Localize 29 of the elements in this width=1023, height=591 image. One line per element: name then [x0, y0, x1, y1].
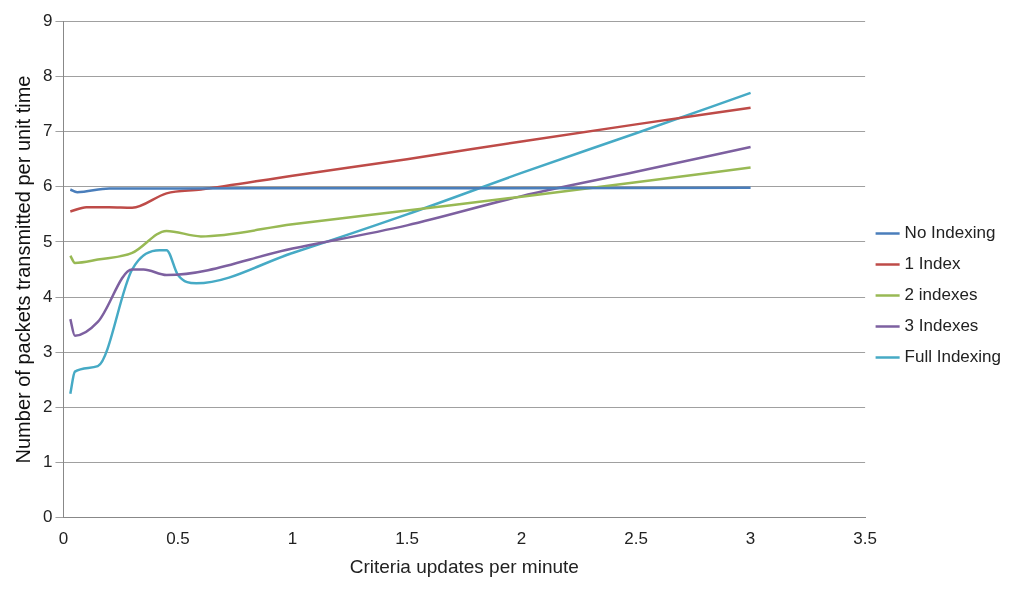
line-series [69, 91, 752, 395]
y-tick-label: 2 [42, 397, 53, 417]
y-tick-label: 6 [42, 176, 53, 196]
y-tick-label: 9 [42, 10, 53, 30]
x-tick-label: 2 [516, 528, 527, 548]
legend-label: 3 Indexes [904, 316, 979, 336]
y-tick-label: 8 [42, 66, 53, 86]
x-tick-label: 2.5 [624, 528, 648, 548]
line-series [69, 166, 752, 265]
x-tick-label: 0.5 [166, 528, 190, 548]
y-tick-label: 4 [42, 286, 53, 306]
y-tick-label: 3 [42, 341, 53, 361]
x-tick-label: 1.5 [395, 528, 419, 548]
x-axis-title: Criteria updates per minute [349, 555, 579, 577]
x-tick-label: 0 [58, 528, 69, 548]
line-series [69, 145, 752, 337]
y-axis-title: Number of packets transmitted per unit time [11, 75, 34, 464]
y-tick-label: 5 [42, 231, 53, 251]
x-tick-label: 1 [287, 528, 298, 548]
y-tick-label: 0 [42, 507, 53, 527]
y-tick-label: 1 [42, 452, 53, 472]
x-tick-label: 3.5 [853, 528, 877, 548]
legend-label: Full Indexing [904, 347, 1001, 367]
y-tick-label: 7 [42, 121, 53, 141]
x-tick-label: 3 [745, 528, 756, 548]
line-series [69, 106, 752, 213]
legend-label: 2 indexes [904, 285, 978, 305]
legend-label: 1 Index [904, 254, 961, 274]
legend-label: No Indexing [904, 223, 996, 243]
